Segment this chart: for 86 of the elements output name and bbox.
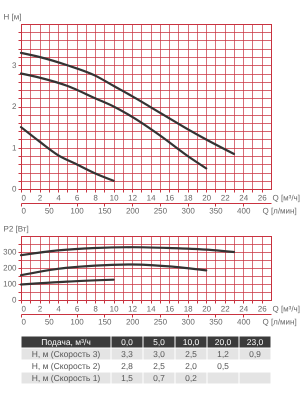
text: Подача, м³/ч bbox=[41, 337, 91, 347]
x2-tick-label: 400 bbox=[237, 318, 251, 326]
x-tick-label: 26 bbox=[258, 194, 268, 202]
category-label: 20,0 bbox=[214, 337, 232, 347]
x2-tick-label: 100 bbox=[70, 318, 84, 326]
category-label: 10,0 bbox=[182, 337, 200, 347]
line-series bbox=[20, 246, 236, 256]
category-label: 23,0 bbox=[246, 337, 264, 347]
x2-tick-label: 350 bbox=[209, 206, 224, 216]
text: H, м (Скорость 2) bbox=[32, 361, 100, 371]
x-tick-label: 12 bbox=[128, 194, 138, 202]
x2-axis-title: Q [л/мин] bbox=[262, 206, 297, 216]
category-label: 0,0 bbox=[121, 337, 134, 347]
x2-tick-label: 300 bbox=[181, 206, 196, 216]
x2-axis-title: Q [л/мин] bbox=[262, 318, 297, 326]
series-label: H, м (Скорость 1) bbox=[32, 373, 100, 383]
data-label: 0,9 bbox=[249, 349, 262, 359]
line-series bbox=[20, 263, 208, 276]
x2-tick-label: 350 bbox=[209, 318, 224, 326]
x2-tick-label: 250 bbox=[154, 206, 168, 216]
y-tick-label: 300 bbox=[3, 248, 18, 256]
series-label: H, м (Скорость 3) bbox=[32, 349, 100, 359]
y-axis-title: P2 [Вт] bbox=[4, 224, 29, 234]
x-tick-label: 2 bbox=[38, 194, 43, 202]
x-tick-label: 10 bbox=[110, 194, 120, 202]
x-tick-label: 22 bbox=[220, 304, 230, 314]
x-axis-title: Q [м³/ч] bbox=[272, 194, 300, 202]
line-series bbox=[20, 126, 115, 182]
y-axis-title: H [м] bbox=[4, 12, 22, 22]
x-axis-title: Q [м³/ч] bbox=[272, 304, 300, 314]
x-tick-label: 22 bbox=[220, 194, 230, 202]
x2-tick-label: 150 bbox=[98, 318, 112, 326]
data-label: 2,8 bbox=[121, 361, 134, 371]
data-label: 2,5 bbox=[185, 349, 198, 359]
x2-tick-label: 150 bbox=[98, 206, 112, 216]
x-tick-label: 0 bbox=[22, 304, 26, 314]
x2-tick-label: 100 bbox=[70, 206, 84, 216]
x-tick-label: 16 bbox=[165, 304, 175, 314]
data-label: 0,2 bbox=[185, 373, 198, 383]
x2-tick-label: 250 bbox=[154, 318, 168, 326]
x-tick-label: 4 bbox=[56, 194, 62, 202]
category-label: 5,0 bbox=[153, 337, 166, 347]
x-tick-label: 14 bbox=[146, 194, 156, 202]
line-series bbox=[20, 72, 208, 170]
x-tick-label: 26 bbox=[258, 304, 268, 314]
y-tick-label: 100 bbox=[3, 280, 18, 288]
data-label: 3,0 bbox=[153, 349, 166, 359]
x-tick-label: 16 bbox=[165, 194, 175, 202]
x-tick-label: 2 bbox=[38, 304, 43, 314]
x2-tick-label: 50 bbox=[44, 318, 54, 326]
data-label: 2,5 bbox=[153, 361, 166, 371]
x2-tick-label: 300 bbox=[181, 318, 196, 326]
x-tick-label: 6 bbox=[74, 304, 80, 314]
y-tick-label: 1 bbox=[12, 143, 18, 152]
data-label: 2,0 bbox=[185, 361, 198, 371]
x-tick-label: 0 bbox=[22, 194, 26, 202]
x2-tick-label: 200 bbox=[126, 206, 140, 216]
x-tick-label: 18 bbox=[184, 194, 194, 202]
x-tick-label: 20 bbox=[202, 194, 212, 202]
x-tick-label: 20 bbox=[202, 304, 212, 314]
y-tick-label: 0 bbox=[12, 296, 18, 304]
data-label: 1,2 bbox=[217, 349, 230, 359]
x-tick-label: 24 bbox=[239, 304, 249, 314]
x-tick-label: 24 bbox=[239, 194, 249, 202]
x-tick-label: 8 bbox=[93, 194, 98, 202]
x2-tick-label: 50 bbox=[44, 206, 54, 216]
x2-tick-label: 0 bbox=[22, 206, 26, 216]
x-tick-label: 4 bbox=[56, 304, 62, 314]
x-tick-label: 18 bbox=[184, 304, 194, 314]
x2-tick-label: 0 bbox=[22, 318, 26, 326]
x2-tick-label: 400 bbox=[237, 206, 251, 216]
line-series bbox=[20, 52, 236, 156]
x2-tick-label: 200 bbox=[126, 318, 140, 326]
data-label: 0,7 bbox=[153, 373, 166, 383]
data-label: 3,3 bbox=[121, 349, 134, 359]
x-tick-label: 14 bbox=[146, 304, 156, 314]
x-tick-label: 8 bbox=[93, 304, 98, 314]
y-tick-label: 3 bbox=[12, 60, 18, 70]
x-tick-label: 10 bbox=[110, 304, 120, 314]
x-tick-label: 12 bbox=[128, 304, 138, 314]
data-label: 0,5 bbox=[217, 361, 230, 371]
data-label: 1,5 bbox=[121, 373, 134, 383]
y-tick-label: 2 bbox=[12, 102, 18, 111]
y-tick-label: 200 bbox=[3, 264, 18, 272]
x-tick-label: 6 bbox=[74, 194, 80, 202]
y-tick-label: 0 bbox=[12, 184, 18, 194]
